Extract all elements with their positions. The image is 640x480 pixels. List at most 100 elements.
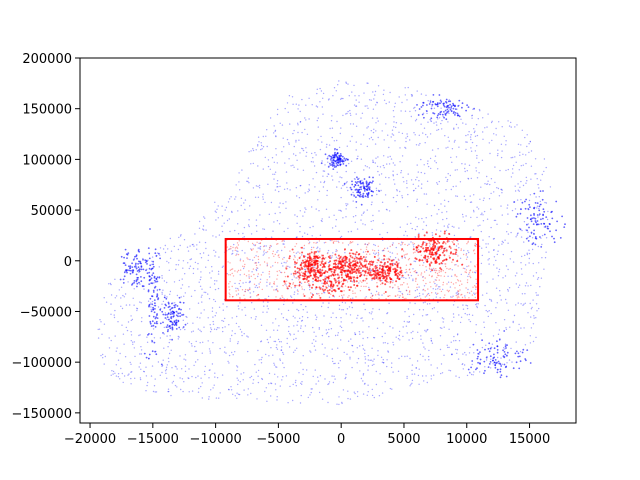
red-cluster-point	[306, 256, 309, 259]
blue-cluster-point	[496, 340, 498, 343]
blue-point	[415, 144, 418, 146]
blue-point	[465, 123, 467, 125]
blue-point	[277, 250, 279, 252]
blue-point	[248, 281, 250, 284]
red-cluster-point	[292, 272, 295, 275]
blue-point	[210, 389, 212, 391]
red-point	[422, 279, 424, 282]
blue-point	[300, 382, 302, 384]
blue-point	[453, 128, 455, 130]
red-cluster-point	[322, 254, 324, 257]
blue-point	[393, 116, 395, 118]
blue-point	[405, 147, 407, 149]
blue-point	[496, 267, 498, 269]
blue-point	[296, 277, 298, 279]
blue-point	[113, 316, 116, 319]
blue-point	[530, 308, 533, 310]
blue-point	[436, 367, 438, 369]
blue-cluster-point	[125, 253, 128, 256]
blue-point	[176, 368, 178, 370]
red-cluster-point	[430, 253, 433, 256]
blue-point	[165, 366, 168, 368]
red-point	[248, 270, 250, 272]
blue-point	[488, 310, 490, 312]
blue-point	[482, 138, 484, 140]
blue-point	[375, 104, 377, 106]
red-point	[337, 257, 339, 259]
blue-point	[322, 170, 324, 172]
red-point	[367, 244, 369, 246]
red-point	[445, 243, 447, 245]
red-cluster-point	[354, 260, 357, 263]
blue-point	[503, 319, 506, 321]
blue-point	[380, 189, 382, 192]
blue-point	[468, 313, 471, 316]
blue-point	[339, 176, 341, 178]
red-cluster-point	[420, 245, 423, 248]
blue-point	[393, 106, 396, 108]
blue-point	[367, 384, 369, 386]
red-point	[365, 285, 367, 288]
blue-point	[486, 183, 488, 185]
blue-point	[269, 247, 271, 249]
blue-point	[363, 211, 365, 213]
blue-cluster-point	[450, 105, 453, 108]
blue-point	[183, 381, 185, 383]
blue-cluster-point	[436, 116, 439, 119]
blue-point	[224, 317, 226, 320]
blue-point	[430, 167, 432, 170]
blue-point	[523, 303, 525, 305]
blue-point	[474, 271, 476, 273]
blue-point	[494, 166, 496, 168]
blue-cluster-point	[340, 155, 342, 157]
blue-point	[327, 306, 329, 309]
red-point	[284, 275, 287, 278]
blue-cluster-point	[144, 261, 147, 264]
blue-point	[330, 287, 332, 289]
blue-point	[276, 348, 279, 350]
blue-cluster-point	[339, 160, 342, 163]
red-cluster-point	[330, 274, 333, 277]
blue-point	[493, 219, 496, 222]
blue-point	[401, 292, 403, 295]
blue-point	[252, 162, 254, 165]
blue-point	[366, 127, 368, 129]
blue-point	[489, 183, 491, 186]
red-cluster-point	[399, 271, 402, 274]
blue-point	[384, 332, 386, 334]
blue-point	[99, 319, 101, 321]
blue-point	[108, 347, 111, 349]
blue-point	[463, 249, 465, 252]
blue-point	[431, 105, 433, 107]
blue-point	[286, 319, 289, 321]
blue-point	[338, 396, 340, 398]
red-cluster-point	[335, 281, 337, 284]
red-cluster-point	[308, 252, 311, 255]
red-cluster-point	[400, 269, 403, 272]
blue-point	[512, 261, 515, 263]
blue-cluster-point	[138, 250, 141, 253]
red-cluster-point	[365, 260, 368, 263]
blue-point	[481, 159, 484, 161]
blue-point	[130, 383, 132, 385]
blue-point	[209, 331, 212, 333]
blue-point	[341, 402, 343, 405]
blue-point	[199, 253, 201, 255]
blue-cluster-point	[441, 113, 444, 116]
blue-point	[414, 290, 417, 292]
red-cluster-point	[324, 277, 327, 280]
blue-cluster-point	[372, 190, 374, 193]
blue-point	[364, 224, 366, 226]
blue-point	[156, 289, 159, 291]
blue-cluster-point	[537, 223, 540, 226]
blue-cluster-point	[156, 314, 158, 316]
blue-cluster-point	[477, 361, 479, 364]
blue-point	[295, 252, 298, 254]
blue-point	[448, 112, 450, 115]
blue-cluster-point	[134, 264, 137, 266]
blue-point	[293, 145, 295, 148]
blue-point	[490, 358, 492, 360]
red-point	[424, 290, 426, 292]
blue-cluster-point	[563, 226, 566, 229]
blue-point	[409, 302, 411, 304]
